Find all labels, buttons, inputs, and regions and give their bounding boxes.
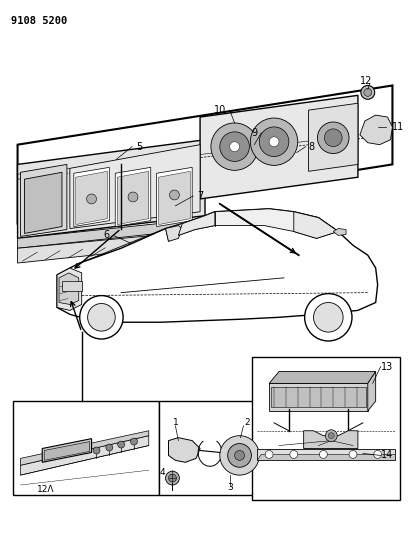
- Circle shape: [169, 190, 179, 200]
- Bar: [159, 401, 287, 495]
- Text: 11: 11: [393, 122, 405, 132]
- Circle shape: [87, 194, 97, 204]
- Circle shape: [220, 435, 259, 475]
- Circle shape: [374, 450, 381, 458]
- Text: 8: 8: [309, 142, 314, 152]
- Polygon shape: [18, 230, 205, 263]
- Text: 6: 6: [103, 230, 109, 240]
- Polygon shape: [309, 103, 358, 171]
- Text: 10: 10: [214, 105, 226, 115]
- Circle shape: [317, 122, 349, 154]
- Circle shape: [319, 450, 327, 458]
- Bar: [62, 281, 82, 290]
- Polygon shape: [59, 273, 79, 304]
- Polygon shape: [169, 438, 200, 462]
- Text: 4: 4: [160, 467, 165, 477]
- Polygon shape: [115, 167, 151, 227]
- Circle shape: [305, 294, 352, 341]
- Circle shape: [235, 450, 245, 461]
- Polygon shape: [42, 439, 92, 462]
- Circle shape: [326, 430, 337, 442]
- Polygon shape: [257, 448, 395, 461]
- Polygon shape: [360, 115, 393, 144]
- Polygon shape: [18, 140, 205, 238]
- Text: 3: 3: [227, 483, 233, 492]
- Circle shape: [269, 137, 279, 147]
- Bar: [13, 401, 159, 495]
- Polygon shape: [269, 372, 376, 383]
- Polygon shape: [368, 372, 376, 411]
- Circle shape: [361, 85, 375, 99]
- Text: 5: 5: [136, 142, 142, 152]
- Polygon shape: [159, 171, 190, 224]
- Circle shape: [290, 450, 298, 458]
- Circle shape: [80, 296, 123, 339]
- Polygon shape: [178, 212, 215, 236]
- Circle shape: [364, 88, 372, 96]
- Circle shape: [220, 132, 249, 161]
- Polygon shape: [21, 164, 67, 237]
- Polygon shape: [166, 225, 182, 241]
- Polygon shape: [21, 431, 149, 465]
- Circle shape: [128, 192, 138, 202]
- Polygon shape: [21, 435, 149, 475]
- Polygon shape: [18, 85, 393, 223]
- Circle shape: [349, 450, 357, 458]
- Polygon shape: [25, 172, 62, 233]
- Polygon shape: [70, 144, 200, 229]
- Text: 2: 2: [245, 418, 250, 427]
- Polygon shape: [57, 268, 82, 310]
- Text: 7: 7: [197, 191, 203, 201]
- Circle shape: [93, 447, 100, 454]
- Circle shape: [169, 474, 176, 482]
- Polygon shape: [18, 219, 205, 248]
- Polygon shape: [76, 171, 107, 224]
- Text: 9108 5200: 9108 5200: [11, 17, 67, 27]
- Text: 9: 9: [251, 128, 257, 138]
- Circle shape: [328, 433, 334, 439]
- Circle shape: [88, 303, 115, 331]
- Text: 12: 12: [360, 76, 372, 86]
- Polygon shape: [333, 229, 346, 236]
- Polygon shape: [166, 209, 338, 241]
- Text: 12Λ: 12Λ: [37, 486, 55, 495]
- Polygon shape: [294, 212, 338, 238]
- Circle shape: [230, 142, 240, 151]
- Circle shape: [211, 123, 258, 171]
- Polygon shape: [74, 167, 109, 227]
- Text: 14: 14: [381, 450, 394, 461]
- Circle shape: [118, 441, 125, 448]
- Circle shape: [250, 118, 298, 165]
- Circle shape: [259, 127, 289, 157]
- Polygon shape: [200, 95, 358, 199]
- Circle shape: [166, 471, 179, 485]
- Circle shape: [228, 443, 252, 467]
- Text: 13: 13: [381, 361, 394, 372]
- Polygon shape: [117, 171, 149, 224]
- Polygon shape: [157, 167, 192, 227]
- Polygon shape: [271, 387, 366, 407]
- Polygon shape: [269, 383, 368, 411]
- Circle shape: [106, 444, 113, 451]
- Polygon shape: [257, 455, 395, 461]
- Circle shape: [131, 438, 137, 445]
- Circle shape: [314, 303, 343, 332]
- Bar: [252, 357, 400, 500]
- Circle shape: [324, 129, 342, 147]
- Circle shape: [265, 450, 273, 458]
- Polygon shape: [304, 431, 358, 448]
- Polygon shape: [44, 442, 90, 461]
- Text: 1: 1: [173, 418, 178, 427]
- Polygon shape: [57, 209, 378, 322]
